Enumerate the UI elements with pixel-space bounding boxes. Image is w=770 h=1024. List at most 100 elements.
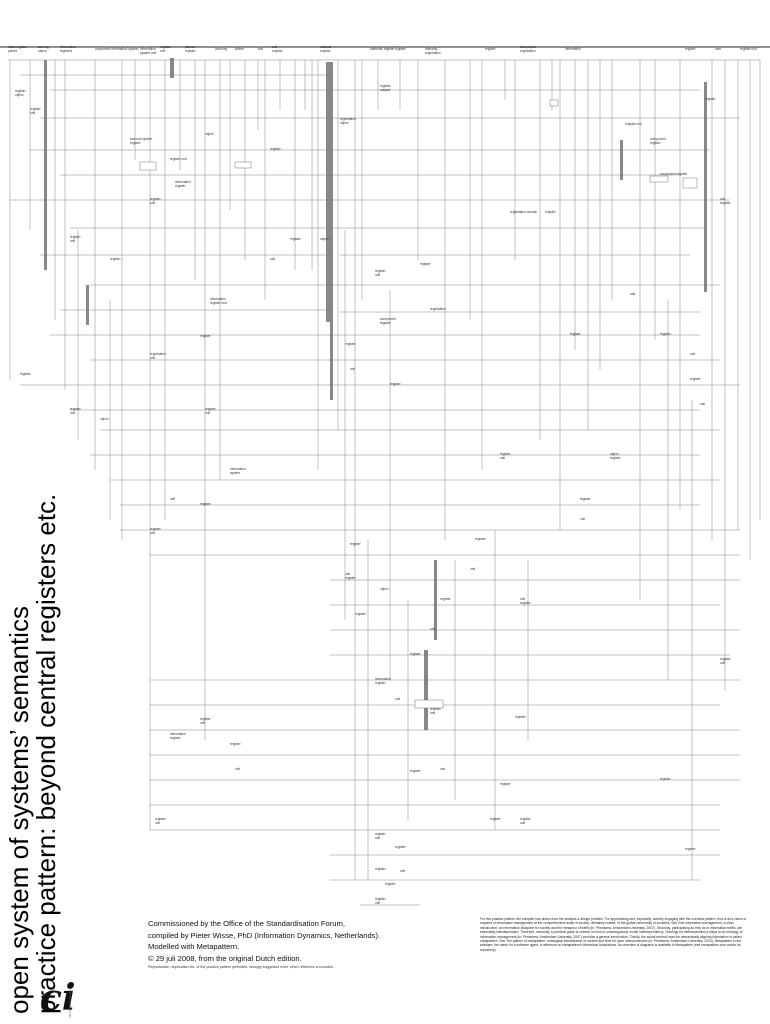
node-label: unit (170, 497, 175, 501)
node-label: register (70, 407, 82, 411)
node-label: unit (440, 767, 445, 771)
node-label: register (375, 897, 387, 901)
node-label: register (660, 332, 672, 336)
node-label: system unit (140, 51, 156, 55)
node-label: register (170, 736, 182, 740)
node-label: register (410, 652, 422, 656)
node-label: system (230, 471, 240, 475)
logo-mark: ci (40, 977, 76, 1019)
node-label: information (210, 297, 226, 301)
node-label: unit (150, 201, 155, 205)
node-label: unit (520, 597, 525, 601)
credits-line-3: Modelled with Metapattern. (148, 942, 240, 951)
node-label: register (500, 782, 512, 786)
node-label: local reg. (215, 47, 228, 51)
node-label: unit (500, 456, 505, 460)
node-label: object (38, 49, 47, 53)
node-label: unit (200, 721, 205, 725)
node-label: information (375, 677, 391, 681)
node-label: unit (430, 711, 435, 715)
node-label: unit (345, 572, 350, 576)
node-label: information (170, 732, 186, 736)
node-label: unit (630, 292, 635, 296)
node-label: unit (375, 273, 380, 277)
node-label: registration (430, 307, 446, 311)
node-label: component (650, 137, 666, 141)
node-label: unit (520, 821, 525, 825)
node-label: register (375, 832, 387, 836)
node-label: register unit (170, 157, 187, 161)
node-label: register (610, 456, 622, 460)
node-label: register (345, 576, 357, 580)
node-label: register (385, 882, 397, 886)
node-label: unit (430, 627, 435, 631)
credits-line-4: © 29 juli 2008, from the original Dutch … (148, 953, 302, 963)
node-label: basic register (8, 45, 28, 49)
node-label: register (500, 452, 512, 456)
node-label: unit (155, 821, 160, 825)
node-label: register unit (210, 301, 227, 305)
node-label: register (30, 107, 42, 111)
node-label: register (720, 657, 732, 661)
node-label: registration (425, 51, 441, 55)
node-label: register (130, 141, 142, 145)
credits-block: Commissioned by the Office of the Standa… (148, 918, 478, 970)
node-label: register (110, 257, 122, 261)
node-label: registration (150, 352, 166, 356)
node-label: unit (690, 352, 695, 356)
node-label: authentic register (370, 47, 395, 51)
node-label: register (515, 715, 527, 719)
logo-subtitle: information dynamics (68, 989, 72, 1018)
node-label: register (355, 612, 367, 616)
node-label: unit (700, 402, 705, 406)
node-label: object (340, 121, 349, 125)
node-label: register (20, 372, 32, 376)
node-label: register (705, 97, 717, 101)
node-label: register (375, 269, 387, 273)
node-label: register (395, 47, 407, 51)
node-label: component information system (95, 47, 139, 51)
explanation-paragraph: For this practice pattern, the compiler … (480, 917, 747, 952)
node-label: parent (8, 49, 17, 53)
node-label: citizen (235, 47, 244, 51)
connector-lines (8, 59, 761, 906)
node-label: object (205, 132, 214, 136)
credits-line-2: compiled by Pieter Wisse, PhD (Informati… (148, 930, 381, 940)
node-label: register (485, 47, 497, 51)
node-label: registration (340, 117, 356, 121)
node-label: register (350, 542, 362, 546)
node-label: register (420, 262, 432, 266)
node-label: component (380, 317, 396, 321)
node-label: unit (580, 517, 585, 521)
credits-line-1: Commissioned by the Office of the Standa… (148, 919, 345, 928)
node-label: object (15, 93, 24, 97)
node-label: register (545, 210, 557, 214)
dense-bars (44, 58, 707, 730)
node-label: information (175, 180, 191, 184)
ci-logo: ci information dynamics (40, 977, 76, 1020)
node-label: sub reg. (38, 45, 50, 49)
reproduction-note: Reproduction, duplication etc. of the pr… (148, 965, 334, 969)
node-label: register (520, 601, 532, 605)
node-label: register (410, 769, 422, 773)
node-label: register (685, 847, 697, 851)
node-label: object (100, 417, 109, 421)
node-label: register (580, 497, 592, 501)
node-label: unit (470, 567, 475, 571)
node-label: register (15, 89, 27, 93)
node-label: register (430, 707, 442, 711)
node-label: unit (350, 367, 355, 371)
node-label: register (230, 742, 242, 746)
node-label: unit (205, 411, 210, 415)
node-label: register unit (740, 47, 757, 51)
vertical-title: open system of systems’ semantics practi… (4, 494, 61, 1014)
node-label: register (185, 49, 197, 53)
node-label: register (380, 84, 392, 88)
node-label: register (390, 382, 402, 386)
node-label: unit (160, 49, 165, 53)
node-label: register (290, 237, 302, 241)
node-label: register (160, 45, 172, 49)
node-label: unit (70, 239, 75, 243)
node-label: register (375, 867, 387, 871)
